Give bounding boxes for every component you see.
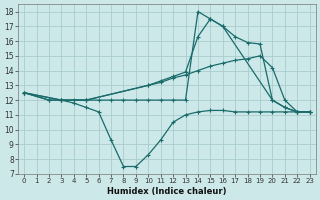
X-axis label: Humidex (Indice chaleur): Humidex (Indice chaleur) <box>107 187 227 196</box>
